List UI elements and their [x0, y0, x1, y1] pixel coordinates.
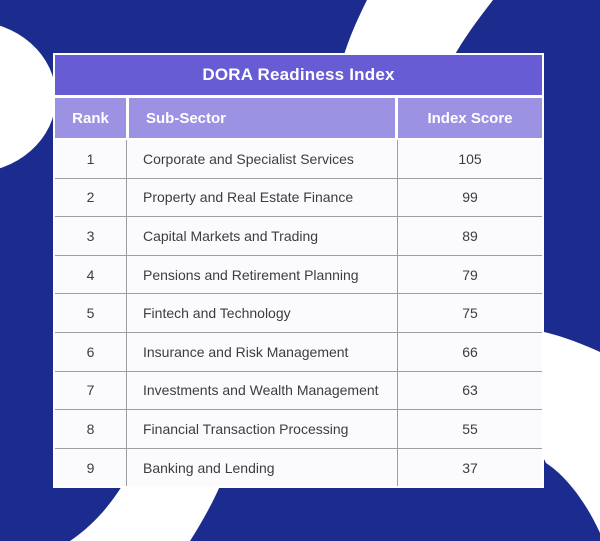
- background-white-band: [70, 486, 220, 541]
- table-row: 1 Corporate and Specialist Services 105: [55, 140, 542, 178]
- score-cell: 89: [397, 217, 542, 255]
- subsector-cell: Banking and Lending: [126, 448, 397, 487]
- rank-cell: 9: [86, 459, 95, 476]
- rank-cell: 2: [86, 189, 95, 206]
- score-cell: 37: [397, 448, 542, 487]
- subsector-cell: Property and Real Estate Finance: [126, 178, 397, 217]
- rank-cell: 1: [86, 150, 95, 167]
- table-title: DORA Readiness Index: [55, 55, 542, 95]
- score-cell: 79: [397, 255, 542, 294]
- readiness-table: DORA Readiness Index Rank Sub-Sector Ind…: [53, 53, 544, 489]
- table-row: 2 Property and Real Estate Finance 99: [55, 177, 542, 217]
- table-header-row: Rank Sub-Sector Index Score: [55, 98, 542, 138]
- table-row: 4 Pensions and Retirement Planning 79: [55, 254, 542, 294]
- table-row: 7 Investments and Wealth Management 63: [55, 370, 542, 410]
- column-header-index-score: Index Score: [398, 98, 542, 138]
- rank-cell: 5: [86, 305, 95, 322]
- background-white-notch: [0, 25, 56, 169]
- rank-cell: 3: [86, 227, 95, 244]
- column-header-rank: Rank: [55, 98, 126, 138]
- subsector-cell: Corporate and Specialist Services: [126, 140, 397, 178]
- subsector-cell: Insurance and Risk Management: [126, 332, 397, 371]
- score-cell: 66: [397, 332, 542, 371]
- subsector-cell: Financial Transaction Processing: [126, 410, 397, 448]
- table-row: 3 Capital Markets and Trading 89: [55, 216, 542, 255]
- score-cell: 75: [397, 294, 542, 332]
- rank-cell: 4: [86, 266, 95, 283]
- table-row: 9 Banking and Lending 37: [55, 447, 542, 487]
- rank-cell: 7: [86, 382, 95, 399]
- table-body: 1 Corporate and Specialist Services 105 …: [55, 140, 542, 487]
- table-row: 5 Fintech and Technology 75: [55, 293, 542, 332]
- subsector-cell: Investments and Wealth Management: [126, 371, 397, 410]
- rank-cell: 8: [86, 420, 95, 437]
- score-cell: 63: [397, 371, 542, 410]
- score-cell: 99: [397, 178, 542, 217]
- subsector-cell: Fintech and Technology: [126, 294, 397, 332]
- background-blob-right: [453, 0, 600, 352]
- table-row: 8 Financial Transaction Processing 55: [55, 409, 542, 448]
- subsector-cell: Capital Markets and Trading: [126, 217, 397, 255]
- score-cell: 105: [397, 140, 542, 178]
- table-row: 6 Insurance and Risk Management 66: [55, 331, 542, 371]
- score-cell: 55: [397, 410, 542, 448]
- subsector-cell: Pensions and Retirement Planning: [126, 255, 397, 294]
- column-header-sub-sector: Sub-Sector: [129, 98, 395, 138]
- rank-cell: 6: [86, 343, 95, 360]
